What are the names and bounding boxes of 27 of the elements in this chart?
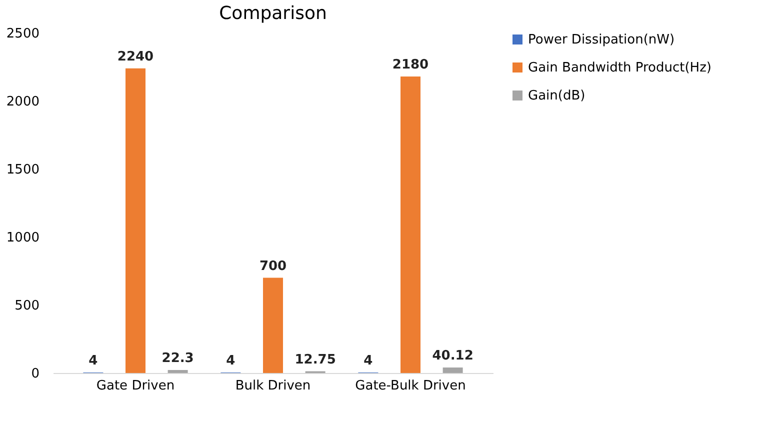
data-label: 700 [259, 258, 287, 274]
y-tick-label: 1500 [6, 162, 40, 178]
y-tick-label: 2000 [6, 94, 40, 110]
data-label: 2240 [117, 49, 154, 64]
y-tick-label: 1000 [6, 230, 40, 246]
bar [126, 68, 146, 373]
data-label: 22.3 [162, 350, 194, 366]
data-label: 2180 [392, 58, 429, 73]
data-label: 4 [88, 353, 98, 368]
legend-label: Power Dissipation(nW) [528, 32, 675, 48]
legend-label: Gain Bandwidth Product(Hz) [528, 60, 712, 76]
data-label: 12.75 [294, 352, 336, 368]
y-tick-label: 2500 [6, 26, 40, 42]
x-tick-label: Gate Driven [96, 378, 175, 394]
legend-label: Gain(dB) [528, 88, 586, 104]
bar [168, 370, 188, 373]
data-label: 4 [226, 353, 236, 368]
y-tick-label: 0 [31, 366, 40, 382]
x-tick-label: Bulk Driven [235, 378, 311, 394]
bar [442, 368, 463, 373]
y-tick-label: 500 [14, 298, 40, 314]
chart-title: Comparison [219, 3, 327, 24]
bar [400, 76, 420, 373]
bar [263, 278, 283, 373]
x-tick-label: Gate-Bulk Driven [355, 378, 466, 394]
data-label: 40.12 [432, 348, 474, 364]
data-label: 4 [364, 353, 373, 368]
